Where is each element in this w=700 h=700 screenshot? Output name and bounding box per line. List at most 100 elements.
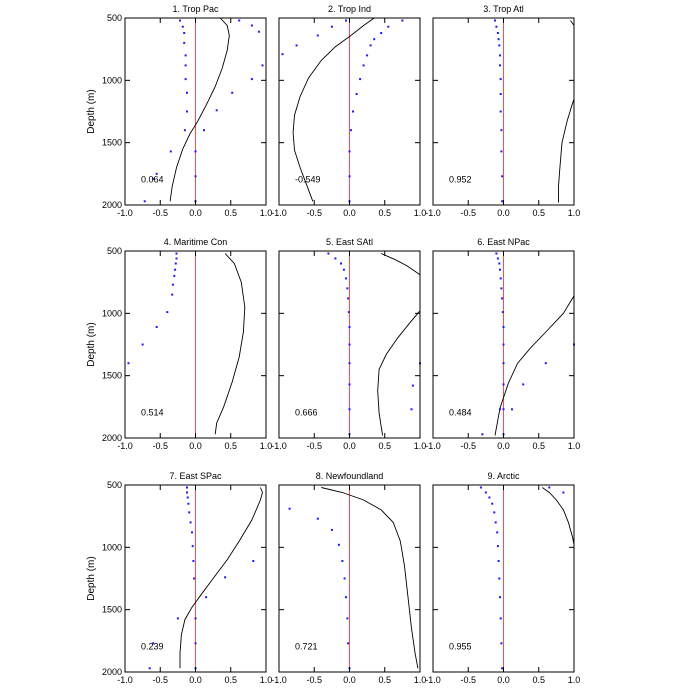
data-point	[194, 150, 197, 153]
data-point	[194, 642, 197, 645]
y-tick-label: 2000	[102, 433, 122, 443]
data-point	[186, 496, 189, 499]
data-point	[366, 54, 369, 57]
y-tick-label: 1000	[102, 308, 122, 318]
data-point	[493, 511, 496, 514]
data-point	[281, 53, 284, 56]
panel-5: 5. East SAtl -1.0 -0.5 0.0 0.5 1.0 0.666	[271, 237, 426, 451]
data-point	[500, 129, 503, 132]
x-tick-label: -1.0	[271, 441, 287, 451]
data-point	[410, 408, 413, 411]
data-point	[352, 110, 354, 113]
data-point	[175, 257, 178, 260]
correlation-curve	[179, 487, 263, 669]
data-point	[189, 521, 192, 524]
data-point	[330, 528, 333, 531]
data-point	[186, 486, 188, 489]
data-point	[496, 531, 499, 534]
correlation-curve	[494, 295, 575, 436]
y-tick-label: 500	[107, 13, 122, 23]
panel-3: 3. Trop Atl -1.0 -0.5 0.0 0.5 1.0 0.952	[425, 4, 580, 218]
x-tick-label: 1.0	[568, 441, 581, 451]
data-point	[188, 511, 191, 514]
correlation-value: -0.549	[295, 175, 321, 185]
x-tick-label: 0.0	[343, 441, 356, 451]
data-point	[173, 274, 176, 277]
data-point	[184, 54, 187, 57]
data-point	[174, 262, 177, 265]
data-point	[502, 343, 505, 346]
data-point	[349, 129, 352, 132]
data-point	[183, 41, 186, 44]
correlation-value: 0.952	[449, 175, 472, 185]
x-tick-label: 0.0	[343, 208, 356, 218]
data-point	[250, 78, 253, 81]
data-point	[501, 200, 504, 203]
data-point	[500, 287, 503, 290]
x-tick-label: 1.0	[414, 208, 427, 218]
data-point	[203, 129, 205, 132]
data-point	[348, 408, 351, 411]
data-point	[337, 543, 340, 546]
panel-title: 1. Trop Pac	[172, 4, 219, 14]
data-point	[171, 283, 174, 286]
data-point	[187, 502, 190, 505]
data-point	[387, 25, 390, 28]
data-point	[348, 175, 351, 178]
data-point	[348, 343, 351, 346]
x-tick-label: -0.5	[460, 208, 476, 218]
x-tick-label: -0.5	[306, 441, 322, 451]
panel-title: 8. Newfoundland	[316, 471, 384, 481]
panel-9: 9. Arctic -1.0 -0.5 0.0 0.5 1.0 0.955	[425, 471, 580, 685]
data-point	[257, 30, 260, 33]
x-tick-label: 0.0	[497, 208, 510, 218]
data-point	[481, 433, 484, 436]
data-point	[347, 311, 350, 314]
data-point	[499, 78, 502, 81]
panel-title: 4. Maritime Con	[164, 237, 228, 247]
data-point	[341, 560, 344, 562]
x-tick-label: -0.5	[460, 675, 476, 685]
x-tick-label: -0.5	[152, 208, 168, 218]
y-tick-label: 1500	[102, 371, 122, 381]
data-point	[345, 596, 347, 599]
x-tick-label: -0.5	[306, 675, 322, 685]
y-axis-label: Depth (m)	[86, 322, 97, 366]
data-point	[340, 262, 342, 265]
data-point	[373, 38, 376, 41]
data-point	[355, 93, 358, 95]
correlation-curve	[542, 487, 575, 545]
data-point	[194, 175, 197, 178]
data-point	[488, 496, 491, 499]
data-point	[141, 343, 144, 346]
x-tick-label: 0.5	[224, 675, 237, 685]
x-tick-label: 1.0	[260, 675, 273, 685]
panel-6: 6. East NPac -1.0 -0.5 0.0 0.5 1.0 0.484	[425, 237, 580, 451]
data-point	[359, 78, 362, 81]
data-point	[502, 362, 505, 365]
data-point	[347, 297, 350, 300]
panel-8: 8. Newfoundland -1.0 -0.5 0.0 0.5 1.0 0.721	[271, 471, 426, 685]
data-point	[327, 252, 330, 255]
panel-7: 7. East SPac -1.0 -0.5 0.0 0.5 1.0 500 1000 1500…	[86, 471, 272, 685]
data-point	[499, 110, 502, 113]
correlation-value: 0.666	[295, 408, 318, 418]
data-point	[495, 25, 498, 28]
data-point	[261, 64, 264, 67]
data-point	[498, 577, 501, 580]
data-point	[499, 93, 502, 95]
data-point	[194, 617, 197, 620]
x-tick-label: -1.0	[425, 208, 441, 218]
x-tick-label: -1.0	[117, 675, 133, 685]
data-point	[496, 545, 499, 548]
data-point	[484, 491, 487, 494]
data-point	[148, 667, 151, 670]
x-tick-label: 1.0	[568, 675, 581, 685]
data-point	[502, 326, 505, 328]
data-point	[330, 25, 333, 28]
correlation-value: 0.484	[449, 408, 472, 418]
y-tick-label: 1000	[102, 542, 122, 552]
data-point	[184, 78, 187, 81]
data-point	[501, 297, 504, 300]
